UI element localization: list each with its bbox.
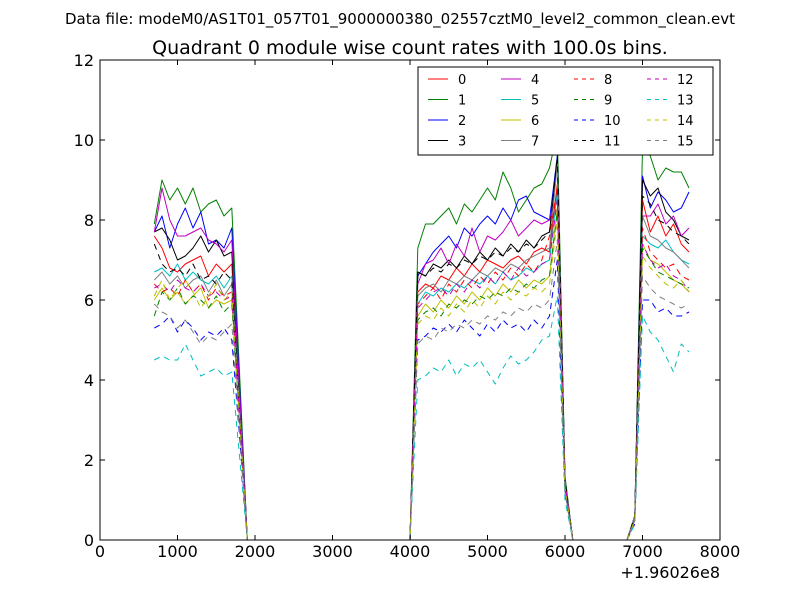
legend-label-2: 2 [458, 114, 466, 129]
x-tick-label: 1000 [157, 542, 198, 561]
series-line-11 [153, 155, 690, 540]
legend-label-7: 7 [531, 135, 539, 150]
x-tick-label: 4000 [390, 542, 431, 561]
legend-label-14: 14 [677, 114, 694, 129]
x-tick-label: 2000 [235, 542, 276, 561]
series-layer [153, 131, 690, 540]
y-tick-label: 10 [74, 131, 94, 150]
legend-label-1: 1 [458, 94, 466, 109]
legend-label-8: 8 [604, 73, 612, 88]
x-tick-label: 3000 [312, 542, 353, 561]
x-offset-label: +1.96026e8 [620, 563, 720, 582]
legend-label-10: 10 [604, 114, 621, 129]
series-line-15 [153, 239, 690, 540]
series-line-12 [154, 199, 690, 540]
legend-label-6: 6 [531, 114, 539, 129]
y-tick-label: 4 [84, 371, 94, 390]
legend-label-15: 15 [677, 135, 694, 150]
legend-label-4: 4 [531, 73, 539, 88]
y-tick-label: 8 [84, 211, 94, 230]
legend-label-11: 11 [604, 135, 621, 150]
x-tick-label: 0 [95, 542, 105, 561]
figure-suptitle: Data file: modeM0/AS1T01_057T01_90000003… [65, 10, 735, 29]
x-axis: 0 1000 2000 3000 4000 5000 6000 7000 8000 [95, 60, 740, 561]
chart-title: Quadrant 0 module wise count rates with … [152, 37, 668, 59]
series-line-13 [154, 295, 690, 540]
x-tick-label: 7000 [622, 542, 663, 561]
legend-label-12: 12 [677, 73, 694, 88]
x-tick-label: 6000 [545, 542, 586, 561]
y-tick-label: 0 [84, 531, 94, 550]
y-tick-label: 12 [74, 51, 94, 70]
legend-label-5: 5 [531, 94, 539, 109]
y-tick-label: 2 [84, 451, 94, 470]
legend-label-0: 0 [458, 73, 466, 88]
legend-label-9: 9 [604, 94, 612, 109]
x-tick-label: 5000 [467, 542, 508, 561]
legend-label-13: 13 [677, 94, 694, 109]
x-tick-label: 8000 [700, 542, 741, 561]
y-tick-label: 6 [84, 291, 94, 310]
legend-label-3: 3 [458, 135, 466, 150]
